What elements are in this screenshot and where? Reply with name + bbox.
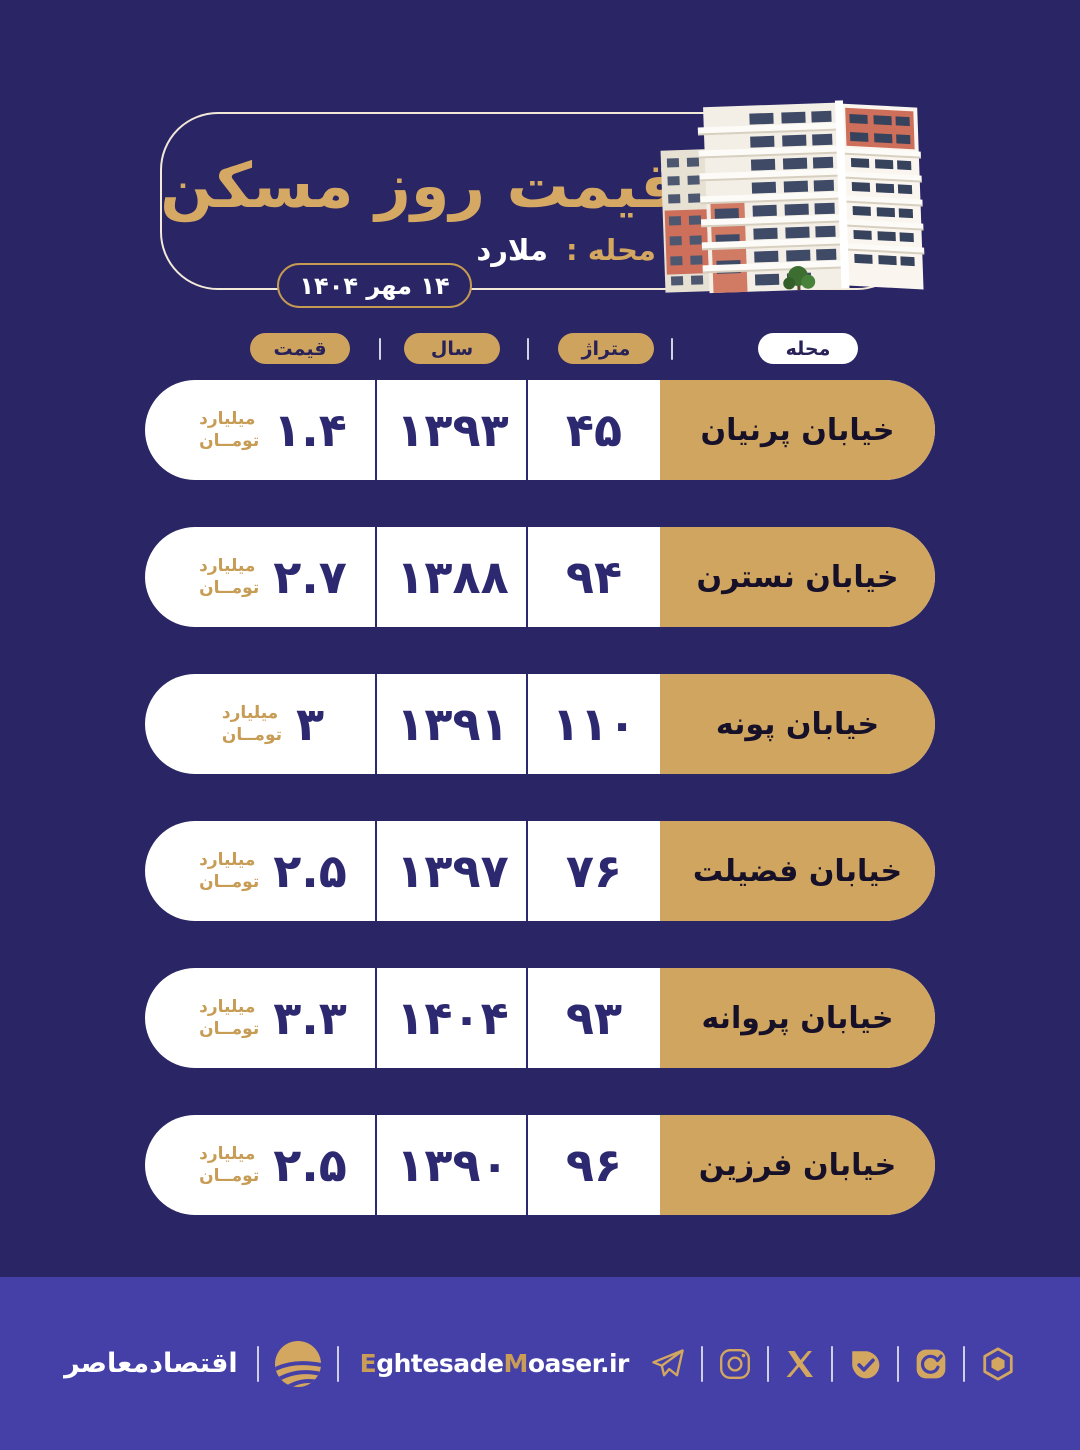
cell-divider (375, 527, 377, 627)
column-divider (671, 338, 673, 360)
street-name: خیابان پروانه (660, 968, 935, 1068)
footer-divider (336, 1345, 339, 1382)
footer-divider (766, 1345, 769, 1382)
table-row: خیابان فضیلت ۷۶ ۱۳۹۷ ۲.۵ میلیارد تومــان (145, 821, 935, 921)
year-value: ۱۳۹۷ (396, 844, 509, 898)
price-unit: میلیارد تومــان (199, 408, 260, 451)
year-value: ۱۴۰۴ (396, 991, 509, 1045)
street-name: خیابان فضیلت (660, 821, 935, 921)
footer-divider (700, 1345, 703, 1382)
column-header-name: محله (758, 333, 858, 364)
street-name: خیابان نسترن (660, 527, 935, 627)
page-title: قیمت روز مسکن (160, 148, 680, 222)
brand-name-farsi: اقتصادمعاصر (64, 1348, 238, 1379)
cell-divider (375, 821, 377, 921)
eitaa-icon[interactable] (914, 1347, 948, 1381)
column-header-area: متراژ (558, 333, 654, 364)
cell-divider (526, 968, 528, 1068)
cell-divider (526, 1115, 528, 1215)
cell-divider (375, 380, 377, 480)
table-row: خیابان پروانه ۹۳ ۱۴۰۴ ۳.۳ میلیارد تومــا… (145, 968, 935, 1068)
price-value: ۳ (296, 697, 325, 751)
year-value: ۱۳۹۰ (396, 1138, 509, 1192)
year-value: ۱۳۹۱ (396, 697, 509, 751)
footer-divider (256, 1345, 259, 1382)
area-value: ۹۴ (565, 550, 623, 604)
street-name: خیابان فرزین (660, 1115, 935, 1215)
cell-divider (375, 674, 377, 774)
area-value: ۹۶ (565, 1138, 623, 1192)
column-divider (527, 338, 529, 360)
hexagon-icon[interactable] (980, 1346, 1016, 1382)
cell-divider (375, 968, 377, 1068)
footer-bar: اقتصادمعاصر EghtesadeMoaser.ir (0, 1277, 1080, 1450)
year-value: ۱۳۸۸ (396, 550, 509, 604)
price-unit: میلیارد تومــان (199, 1143, 260, 1186)
price-unit: میلیارد تومــان (221, 702, 283, 745)
column-header-year: سال (404, 333, 500, 364)
website-link[interactable]: EghtesadeMoaser.ir (359, 1349, 630, 1378)
footer-divider (830, 1345, 833, 1382)
area-value: ۹۳ (565, 991, 623, 1045)
footer-divider (962, 1345, 965, 1382)
cell-divider (526, 527, 528, 627)
street-name: خیابان پونه (660, 674, 935, 774)
price-value: ۲.۵ (273, 1138, 347, 1192)
price-value: ۲.۷ (273, 550, 347, 604)
year-value: ۱۳۹۳ (396, 403, 509, 457)
neighborhood-subtitle: محله : ملارد (476, 233, 656, 267)
area-value: ۷۶ (565, 844, 623, 898)
table-row: خیابان پونه ۱۱۰ ۱۳۹۱ ۳ میلیارد تومــان (145, 674, 935, 774)
telegram-icon[interactable] (650, 1346, 686, 1382)
price-unit: میلیارد تومــان (199, 555, 260, 598)
price-unit: میلیارد تومــان (199, 849, 260, 892)
street-name: خیابان پرنیان (660, 380, 935, 480)
table-row: خیابان فرزین ۹۶ ۱۳۹۰ ۲.۵ میلیارد تومــان (145, 1115, 935, 1215)
neighborhood-value: ملارد (476, 233, 548, 267)
x-icon[interactable] (784, 1348, 816, 1380)
date-badge: ۱۴ مهر ۱۴۰۴ (277, 263, 472, 308)
price-table: خیابان پرنیان ۴۵ ۱۳۹۳ ۱.۴ میلیارد تومــا… (145, 380, 935, 1262)
column-header-price: قیمت (250, 333, 350, 364)
price-value: ۲.۵ (273, 844, 347, 898)
price-value: ۳.۳ (273, 991, 347, 1045)
area-value: ۴۵ (565, 403, 623, 457)
table-row: خیابان نسترن ۹۴ ۱۳۸۸ ۲.۷ میلیارد تومــان (145, 527, 935, 627)
table-row: خیابان پرنیان ۴۵ ۱۳۹۳ ۱.۴ میلیارد تومــا… (145, 380, 935, 480)
price-unit: میلیارد تومــان (199, 996, 260, 1039)
instagram-icon[interactable] (718, 1347, 752, 1381)
price-value: ۱.۴ (273, 403, 347, 457)
cell-divider (526, 380, 528, 480)
cell-divider (526, 821, 528, 921)
tree (783, 266, 816, 291)
footer-divider (896, 1345, 899, 1382)
building-photo (660, 100, 925, 294)
cell-divider (375, 1115, 377, 1215)
bale-icon[interactable] (848, 1347, 882, 1381)
brand-logo (274, 1340, 322, 1388)
column-divider (379, 338, 381, 360)
area-value: ۱۱۰ (551, 697, 637, 751)
neighborhood-label: محله : (566, 233, 656, 267)
cell-divider (526, 674, 528, 774)
